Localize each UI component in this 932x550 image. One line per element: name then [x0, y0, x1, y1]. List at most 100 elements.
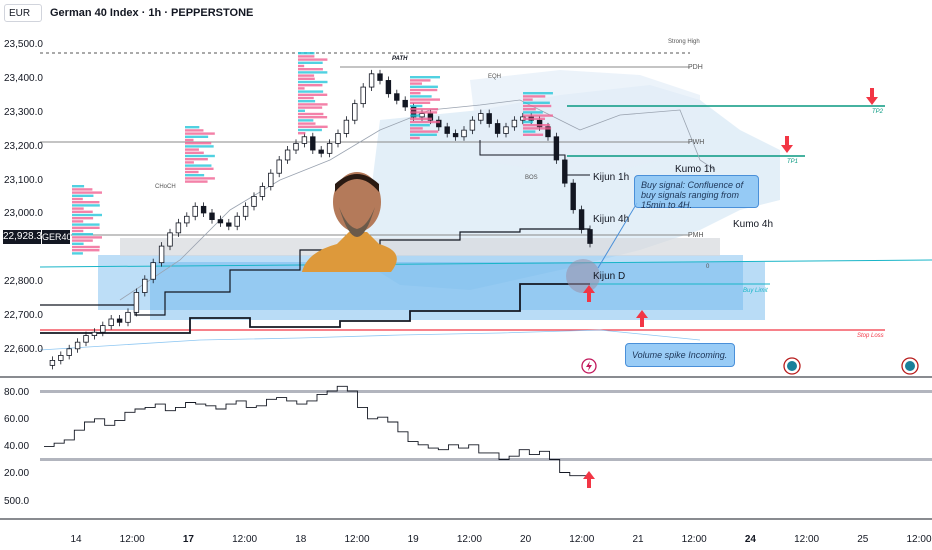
- candle-body: [385, 80, 392, 95]
- candle-body: [268, 172, 274, 187]
- volume-profile-bar: [185, 132, 215, 135]
- volume-profile-bar: [72, 236, 102, 239]
- candle-body: [74, 341, 81, 350]
- candle-body: [310, 136, 316, 151]
- candle-body: [352, 103, 358, 121]
- indicator-tick: 80.00: [4, 387, 30, 398]
- volume-profile-bar: [72, 223, 100, 226]
- zero-label: 0: [706, 264, 710, 270]
- volume-profile-bar: [72, 217, 94, 220]
- current-price-label: 22,928.3: [3, 230, 42, 244]
- path-label: PATH: [392, 56, 408, 62]
- time-tick: 21: [632, 534, 644, 545]
- eqh-label: EQH: [488, 74, 502, 80]
- candle-body: [452, 133, 459, 138]
- volume-profile-bar: [72, 191, 102, 194]
- volume-profile-bar: [185, 154, 215, 158]
- candle-body: [511, 119, 518, 128]
- volume-profile-bar: [298, 61, 323, 64]
- price-tick: 22,600.0: [4, 344, 43, 355]
- time-tick: 12:00: [906, 534, 932, 545]
- volume-profile-bar: [72, 239, 93, 242]
- candle-body: [116, 318, 123, 323]
- candle-body: [444, 126, 450, 134]
- candle-body: [402, 99, 408, 108]
- time-tick: 18: [295, 534, 307, 545]
- volume-profile-bar: [410, 127, 423, 130]
- volume-profile-bar: [410, 104, 423, 108]
- currency-button[interactable]: EUR: [4, 4, 42, 22]
- volume-profile-bar: [298, 71, 328, 74]
- candle-body: [326, 142, 333, 154]
- volume-profile-bar: [298, 77, 315, 80]
- indicator-line: [44, 385, 591, 481]
- candle-body: [259, 186, 266, 197]
- candle-body: [200, 205, 207, 214]
- volume-profile-bar: [298, 109, 305, 112]
- candle-body: [175, 222, 182, 234]
- chart-title: German 40 Index · 1h · PEPPERSTONE: [50, 7, 254, 19]
- volume-profile-bar: [298, 132, 306, 135]
- volume-profile-bar: [72, 249, 100, 252]
- candle-body: [587, 229, 593, 244]
- volume-profile-bar: [298, 125, 328, 128]
- volume-profile-bar: [185, 148, 199, 151]
- volume-profile-bar: [523, 127, 552, 130]
- volume-profile-bar: [185, 164, 212, 167]
- volume-profiles: [72, 52, 553, 255]
- volume-profile-bar: [72, 207, 84, 210]
- volume-profile-bar: [298, 87, 305, 90]
- volume-profile-bar: [298, 96, 314, 100]
- volume-profile-bar: [72, 201, 100, 204]
- candle-body: [578, 209, 585, 230]
- volume-profile-bar: [185, 129, 204, 132]
- candle-body: [293, 142, 299, 151]
- pwh-label: PWH: [688, 139, 705, 146]
- candle-body: [343, 119, 350, 134]
- candle-body: [368, 73, 375, 88]
- candle-body: [553, 136, 560, 161]
- volume-profile-bar: [72, 188, 93, 191]
- volume-profile-bar: [298, 58, 328, 61]
- volume-profile-bar: [298, 80, 328, 84]
- up-arrow-icon: [636, 310, 648, 327]
- volume-spike-callout: Volume spike Incoming.: [625, 343, 735, 367]
- volume-profile-bar: [298, 68, 323, 71]
- volume-profile-bar: [72, 226, 100, 229]
- volume-profile-bar: [72, 233, 94, 236]
- stop-loss-label: Stop Loss: [857, 333, 884, 339]
- indicator-tick: 20.00: [4, 468, 30, 479]
- indicator-tick: 60.00: [4, 414, 30, 425]
- volume-profile-bar: [185, 167, 214, 170]
- volume-profile-bar: [410, 133, 437, 136]
- volume-profile-bar: [410, 108, 439, 111]
- volume-profile-bar: [72, 242, 84, 245]
- candle-body: [234, 215, 240, 227]
- volume-profile-bar: [410, 88, 438, 92]
- candle-body: [100, 325, 106, 333]
- candle-body: [83, 335, 89, 343]
- volume-profile-bar: [185, 142, 212, 145]
- volume-profile-bar: [298, 122, 316, 125]
- volume-profile-bar: [72, 197, 83, 201]
- candle-body: [394, 93, 400, 101]
- volume-profile-bar: [72, 252, 83, 255]
- volume-profile-bar: [185, 126, 200, 129]
- volume-profile-bar: [72, 229, 84, 233]
- candle-body: [251, 196, 257, 207]
- volume-profile-bar: [185, 180, 208, 183]
- kumo-cloud-light: [470, 70, 700, 170]
- volume-profile-bar: [410, 130, 439, 133]
- candle-body: [436, 119, 442, 128]
- time-tick: 12:00: [456, 534, 482, 545]
- volume-profile-bar: [410, 98, 440, 101]
- tp2-label: TP2: [872, 109, 884, 115]
- candle-body: [217, 219, 224, 224]
- volume-profile-bar: [185, 151, 204, 154]
- candle-body: [301, 136, 308, 144]
- price-tick: 23,200.0: [4, 141, 43, 152]
- candle-body: [335, 133, 341, 144]
- volume-profile-bar: [298, 55, 315, 58]
- candle-body: [360, 86, 366, 105]
